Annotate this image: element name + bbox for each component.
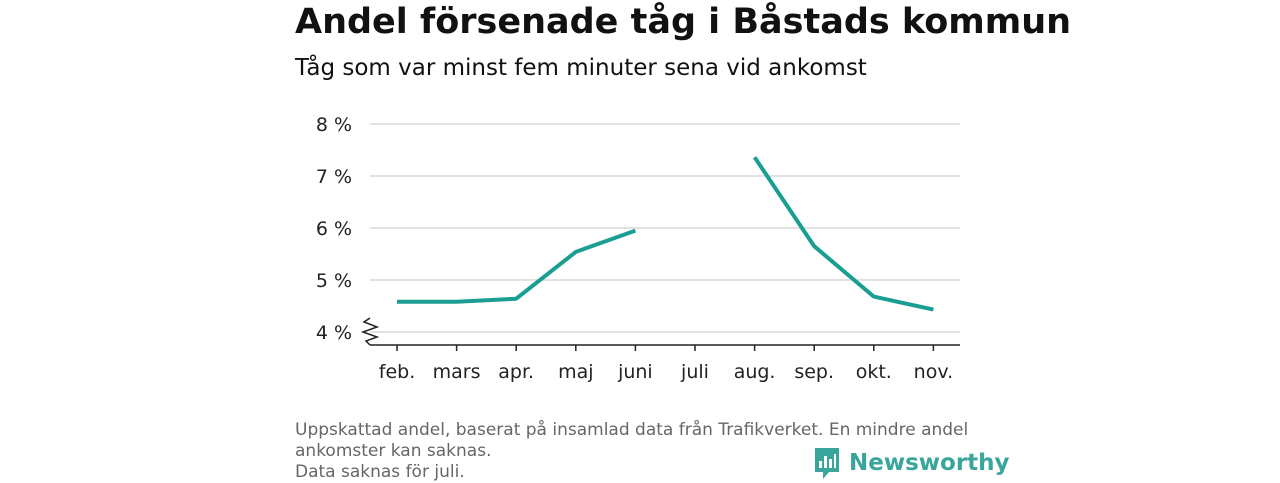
y-axis-tick-labels: 4 % 5 % 6 % 7 % 8 % [316,114,352,344]
x-tick-label: juli [680,361,709,383]
x-axis-tick-labels: feb. mars apr. maj juni juli aug. sep. okt. nov. [379,361,953,383]
x-tick-label: aug. [734,361,776,383]
x-tick-label: feb. [379,361,415,383]
x-tick-label: juni [617,361,653,383]
chart-subtitle: Tåg som var minst fem minuter sena vid a… [295,55,867,81]
chart-footnote: Uppskattad andel, baserat på insamlad da… [295,420,985,483]
brand-name: Newsworthy [849,450,1010,476]
gridlines [370,123,960,333]
y-tick-label: 4 % [316,322,352,344]
y-tick-label: 7 % [316,166,352,188]
x-tick-label: okt. [856,361,892,383]
x-tick-label: maj [558,361,593,383]
footnote-line: ankomster kan saknas. [295,441,492,461]
footnote-line: Data saknas för juli. [295,462,465,482]
chart-title: Andel försenade tåg i Båstads kommun [295,2,1072,42]
x-tick-label: apr. [498,361,534,383]
line-chart: 4 % 5 % 6 % 7 % 8 % feb. mars apr. maj juni juli a… [316,114,960,383]
x-tick-label: mars [433,361,481,383]
newsworthy-logo-icon [815,448,839,479]
series-line-segment [397,228,637,304]
brand-logo: Newsworthy [813,446,1010,480]
data-series [397,156,934,312]
x-tick-label: sep. [794,361,834,383]
y-tick-label: 5 % [316,270,352,292]
series-line-segment [752,156,934,312]
x-tick-label: nov. [914,361,953,383]
axis-break-marker [360,317,380,346]
y-tick-label: 6 % [316,218,352,240]
footnote-line: Uppskattad andel, baserat på insamlad da… [295,420,969,440]
y-tick-label: 8 % [316,114,352,136]
x-axis [360,317,960,351]
